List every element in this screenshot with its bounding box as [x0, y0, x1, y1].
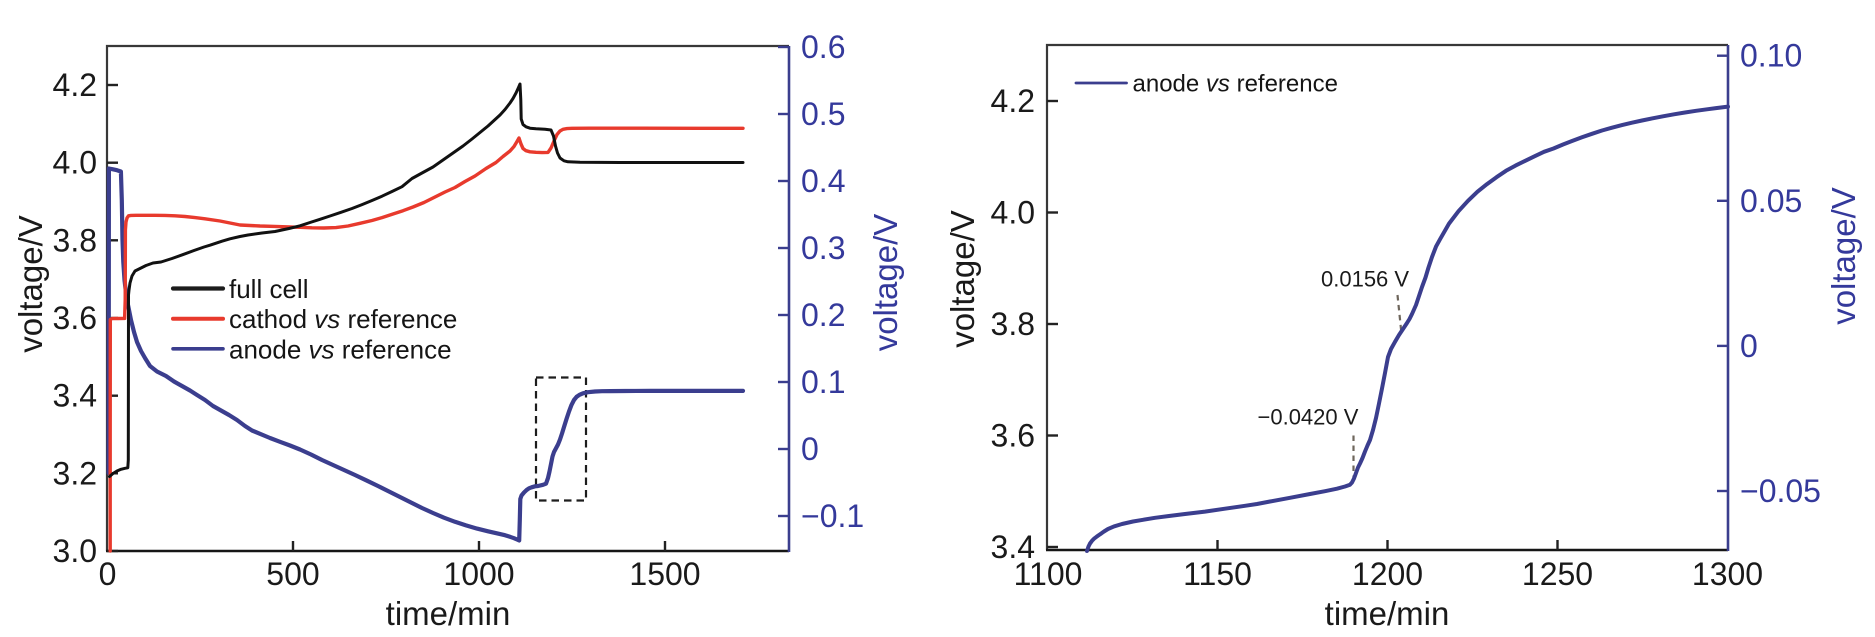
svg-text:0: 0 — [99, 556, 117, 592]
svg-text:voltage/V: voltage/V — [944, 210, 981, 348]
svg-text:1100: 1100 — [1014, 556, 1083, 592]
svg-text:3.6: 3.6 — [991, 418, 1035, 454]
svg-text:3.6: 3.6 — [53, 300, 97, 336]
svg-text:500: 500 — [266, 556, 319, 592]
svg-text:0.2: 0.2 — [801, 297, 845, 333]
svg-text:1500: 1500 — [629, 556, 700, 592]
svg-text:1150: 1150 — [1183, 556, 1252, 592]
svg-text:3.8: 3.8 — [53, 222, 97, 258]
svg-text:4.0: 4.0 — [991, 195, 1035, 231]
svg-text:voltage/V: voltage/V — [1825, 187, 1862, 325]
svg-text:3.4: 3.4 — [53, 378, 97, 414]
svg-text:0.10: 0.10 — [1740, 38, 1802, 74]
svg-text:−0.05: −0.05 — [1740, 473, 1821, 509]
svg-text:0.6: 0.6 — [801, 29, 845, 65]
svg-text:4.0: 4.0 — [53, 145, 97, 181]
svg-text:0.05: 0.05 — [1740, 183, 1802, 219]
svg-text:1250: 1250 — [1522, 556, 1593, 592]
svg-text:4.2: 4.2 — [53, 67, 97, 103]
svg-text:3.0: 3.0 — [53, 533, 97, 569]
svg-text:3.8: 3.8 — [991, 306, 1035, 342]
svg-text:cathod vs reference: cathod vs reference — [229, 304, 457, 334]
svg-text:anode vs reference: anode vs reference — [229, 334, 452, 364]
svg-text:1300: 1300 — [1692, 556, 1763, 592]
svg-text:3.2: 3.2 — [53, 455, 97, 491]
svg-text:0: 0 — [1740, 328, 1758, 364]
svg-text:time/min: time/min — [1325, 595, 1450, 632]
svg-text:0.3: 0.3 — [801, 230, 845, 266]
svg-text:0.4: 0.4 — [801, 163, 845, 199]
svg-text:0.0156 V: 0.0156 V — [1321, 267, 1409, 292]
svg-text:voltage/V: voltage/V — [867, 214, 904, 352]
svg-text:voltage/V: voltage/V — [12, 215, 49, 353]
svg-text:3.4: 3.4 — [991, 529, 1035, 565]
svg-text:time/min: time/min — [386, 595, 511, 632]
svg-text:−0.1: −0.1 — [801, 498, 864, 534]
svg-text:0.1: 0.1 — [801, 364, 845, 400]
svg-text:0: 0 — [801, 431, 819, 467]
svg-text:−0.0420 V: −0.0420 V — [1258, 405, 1359, 430]
svg-text:full cell: full cell — [229, 274, 308, 304]
svg-text:1000: 1000 — [443, 556, 514, 592]
svg-text:0.5: 0.5 — [801, 96, 845, 132]
svg-text:4.2: 4.2 — [991, 83, 1035, 119]
svg-text:anode vs reference: anode vs reference — [1133, 71, 1338, 98]
svg-text:1200: 1200 — [1352, 556, 1423, 592]
